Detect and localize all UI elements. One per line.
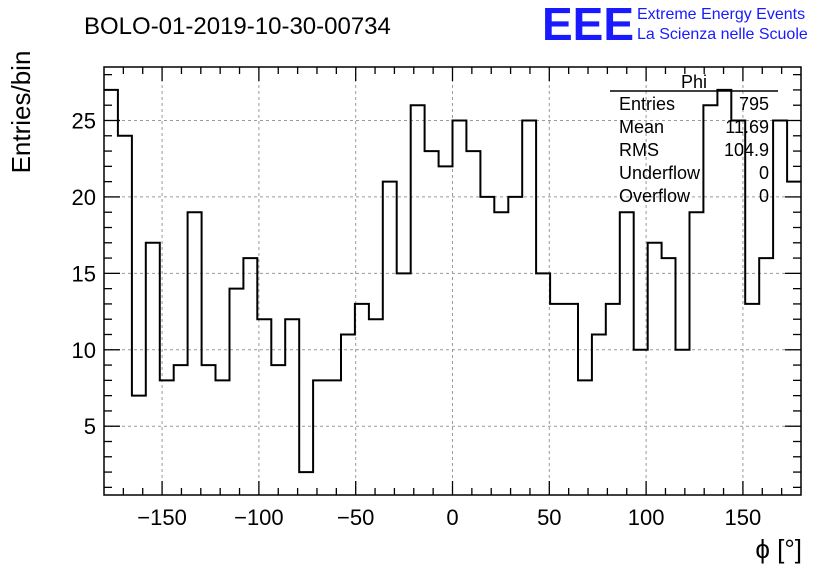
stats-label: Entries xyxy=(619,94,675,114)
y-tick-label: 15 xyxy=(72,261,96,286)
stats-value: 104.9 xyxy=(724,140,769,160)
x-axis-title: ϕ [°] xyxy=(755,534,802,564)
x-tick-label: 150 xyxy=(725,505,762,530)
y-tick-label: 10 xyxy=(72,338,96,363)
stats-rows: Entries 795 Mean 11.69 RMS 104.9 Underflow 0 Ove… xyxy=(619,94,769,206)
eee-logo-mark: EEE xyxy=(542,0,634,50)
y-tick-label: 25 xyxy=(72,109,96,134)
logo: EEE Extreme Energy Events La Scienza nel… xyxy=(542,0,808,50)
stats-value: 0 xyxy=(759,186,769,206)
stats-label: Overflow xyxy=(619,186,691,206)
tick-labels: −150 −100 −50 0 50 100 150 5 10 15 20 25 xyxy=(72,109,762,531)
y-tick-label: 5 xyxy=(84,414,96,439)
stats-label: Mean xyxy=(619,117,664,137)
y-axis-title: Entries/bin xyxy=(6,51,36,174)
stats-title: Phi xyxy=(681,72,707,92)
chart-title: BOLO-01-2019-10-30-00734 xyxy=(84,13,391,40)
x-tick-label: 100 xyxy=(628,505,665,530)
x-tick-label: 50 xyxy=(537,505,561,530)
x-tick-label: −50 xyxy=(337,505,374,530)
axis-ticks xyxy=(104,67,801,495)
stats-value: 11.69 xyxy=(725,117,769,137)
stats-label: RMS xyxy=(619,140,659,160)
stats-box: Phi Entries 795 Mean 11.69 RMS 104.9 Underflow… xyxy=(610,72,778,206)
stats-value: 0 xyxy=(759,163,769,183)
stats-label: Underflow xyxy=(619,163,701,183)
logo-line-2: La Scienza nelle Scuole xyxy=(637,26,808,43)
stats-value: 795 xyxy=(739,94,769,114)
x-tick-label: −150 xyxy=(137,505,187,530)
histogram-series xyxy=(104,88,801,474)
logo-line-1: Extreme Energy Events xyxy=(637,6,805,23)
x-tick-label: −100 xyxy=(234,505,284,530)
y-tick-label: 20 xyxy=(72,185,96,210)
x-tick-label: 0 xyxy=(446,505,458,530)
